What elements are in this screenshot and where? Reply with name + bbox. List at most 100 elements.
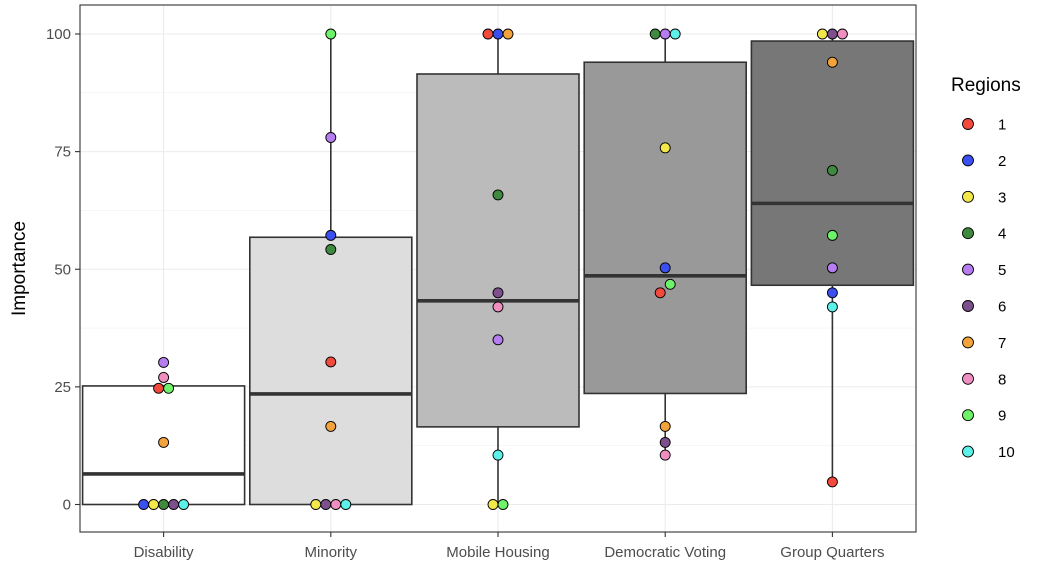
legend-item-region-4: 4	[962, 226, 1006, 243]
data-point-region-8	[330, 499, 342, 510]
data-point-region-3	[816, 28, 828, 40]
data-point-region-9	[325, 28, 337, 40]
legend-key	[962, 372, 974, 385]
legend-key	[962, 154, 974, 167]
legend-item-region-8: 8	[962, 371, 1006, 388]
data-point-region-1	[153, 382, 165, 394]
data-point-region-6	[492, 287, 504, 299]
box-iqr	[249, 236, 413, 506]
data-point-region-3	[148, 499, 160, 510]
box-disability	[81, 385, 246, 506]
data-point-region-7	[158, 436, 170, 448]
legend-item-region-9: 9	[962, 408, 1006, 425]
data-point-region-4	[158, 499, 170, 510]
legend-item-region-2: 2	[962, 153, 1006, 170]
y-tick-label: 50	[54, 261, 71, 278]
data-point-region-10	[669, 28, 681, 40]
data-point-region-8	[836, 28, 848, 40]
data-point-region-2	[826, 287, 838, 299]
box-mobile-housing	[416, 34, 580, 505]
y-axis-title: Importance	[9, 221, 30, 316]
y-tick-label: 100	[46, 26, 71, 43]
box-iqr	[583, 61, 748, 395]
legend-label: 6	[998, 299, 1006, 316]
legend-key	[962, 336, 974, 349]
data-point-region-5	[826, 262, 838, 274]
data-point-region-2	[325, 229, 337, 241]
x-tick-label: Minority	[305, 544, 358, 561]
legend-label: 10	[998, 444, 1015, 461]
data-point-region-1	[325, 356, 337, 368]
y-axis: 0 25 50 75 100	[46, 26, 80, 514]
legend-label: 2	[998, 153, 1006, 170]
data-point-region-3	[659, 142, 671, 154]
x-tick-label: Disability	[134, 544, 195, 561]
data-point-region-1	[654, 287, 666, 299]
legend-items: 1 2 3 4 5 6 7 8 9 10	[962, 117, 1015, 461]
data-point-region-4	[325, 244, 337, 255]
legend-key	[962, 263, 974, 276]
legend-label: 4	[998, 226, 1006, 243]
x-tick-label: Mobile Housing	[446, 544, 549, 561]
data-point-region-9	[497, 499, 509, 510]
data-point-region-5	[325, 132, 337, 143]
data-point-region-8	[659, 449, 671, 461]
data-point-region-9	[826, 229, 838, 241]
data-point-region-8	[158, 372, 170, 383]
legend-key	[962, 409, 974, 422]
data-point-region-7	[659, 420, 671, 432]
y-tick-label: 75	[54, 144, 71, 161]
legend-item-region-10: 10	[962, 444, 1015, 461]
legend-label: 1	[998, 117, 1006, 134]
legend: Regions 1 2 3 4 5 6 7 8 9 10	[951, 75, 1021, 461]
legend-label: 8	[998, 371, 1006, 388]
legend-item-region-6: 6	[962, 299, 1006, 316]
data-point-region-6	[320, 499, 332, 510]
legend-item-region-3: 3	[962, 189, 1006, 206]
legend-key	[962, 300, 974, 312]
data-point-region-10	[826, 301, 838, 313]
data-point-region-2	[138, 499, 150, 510]
legend-key	[962, 190, 974, 203]
legend-label: 5	[998, 262, 1006, 279]
data-point-region-7	[325, 420, 337, 432]
data-point-region-6	[168, 499, 180, 510]
data-point-region-9	[664, 278, 676, 290]
data-point-region-4	[826, 164, 838, 176]
points-layer	[138, 28, 848, 510]
legend-item-region-5: 5	[962, 262, 1006, 279]
data-point-region-7	[502, 28, 514, 40]
legend-label: 9	[998, 408, 1006, 425]
data-point-region-5	[158, 356, 170, 368]
data-point-region-2	[659, 262, 671, 274]
data-point-region-4	[649, 28, 661, 40]
data-point-region-3	[487, 499, 499, 510]
data-point-region-1	[482, 28, 494, 40]
y-tick-label: 0	[63, 497, 71, 514]
data-point-region-3	[310, 499, 322, 510]
legend-label: 7	[998, 335, 1006, 352]
legend-label: 3	[998, 189, 1006, 206]
x-axis: Disability Minority Mobile Housing Democrat…	[134, 532, 885, 561]
box-group-quarters	[750, 34, 915, 482]
legend-key	[962, 118, 974, 130]
data-point-region-1	[826, 476, 838, 488]
x-tick-label: Group Quarters	[780, 544, 884, 561]
data-point-region-10	[340, 499, 352, 510]
data-point-region-9	[163, 382, 175, 394]
data-point-region-2	[492, 28, 504, 40]
legend-item-region-1: 1	[962, 117, 1006, 134]
x-tick-label: Democratic Voting	[604, 544, 726, 561]
data-point-region-6	[659, 436, 671, 448]
data-point-region-10	[178, 499, 190, 510]
legend-title: Regions	[951, 75, 1021, 96]
data-point-region-5	[659, 28, 671, 40]
legend-item-region-7: 7	[962, 335, 1006, 352]
y-tick-label: 25	[54, 379, 71, 396]
box-iqr	[416, 73, 580, 428]
legend-key	[962, 445, 974, 458]
data-point-region-7	[826, 56, 838, 68]
data-point-region-8	[492, 301, 504, 313]
data-point-region-5	[492, 334, 504, 346]
data-point-region-6	[826, 28, 838, 40]
